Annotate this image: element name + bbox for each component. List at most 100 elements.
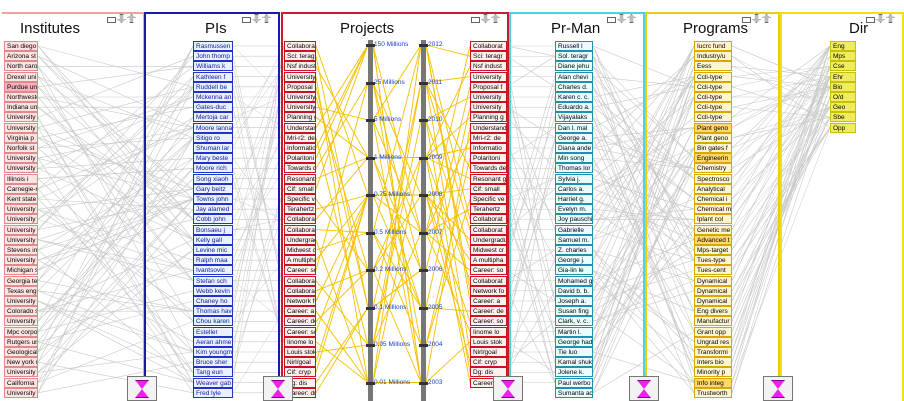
project-right-item[interactable]: University bbox=[470, 102, 507, 113]
institute-item[interactable]: University bbox=[4, 153, 38, 164]
project-item[interactable]: University bbox=[284, 102, 316, 113]
pi-item[interactable]: Chaney ho bbox=[193, 296, 233, 306]
project-right-item[interactable]: University bbox=[470, 71, 507, 82]
institute-item[interactable]: Illinois i bbox=[4, 173, 38, 184]
program-item[interactable]: Manufactur bbox=[694, 316, 732, 327]
project-right-item[interactable]: Understand bbox=[470, 122, 507, 133]
project-item[interactable]: Collaborat bbox=[284, 41, 316, 51]
pi-item[interactable]: Thomas hav bbox=[193, 306, 233, 317]
sort-up-icon[interactable] bbox=[762, 14, 771, 23]
sort-up-icon[interactable] bbox=[627, 14, 636, 23]
institute-item[interactable]: Arizona st bbox=[4, 51, 38, 62]
program-manager-item[interactable]: Alan chevi bbox=[555, 71, 593, 82]
program-manager-item[interactable]: Russell l bbox=[555, 41, 593, 51]
institute-item[interactable]: Drexel uni bbox=[4, 71, 38, 82]
program-item[interactable]: Chemical m bbox=[694, 204, 732, 215]
program-item[interactable]: Iucrc fund bbox=[694, 41, 732, 51]
project-right-item[interactable]: Career: so bbox=[470, 316, 507, 327]
program-manager-item[interactable]: Sylvia j. bbox=[555, 173, 593, 184]
project-item[interactable]: Nirl/goal bbox=[284, 357, 316, 368]
project-right-item[interactable]: Terahertz bbox=[470, 204, 507, 215]
project-right-item[interactable]: Undergradu bbox=[470, 234, 507, 245]
scroller-programs[interactable] bbox=[763, 376, 793, 401]
pi-item[interactable]: Cobb john bbox=[193, 214, 233, 225]
program-item[interactable]: Tues-type bbox=[694, 255, 732, 266]
project-right-item[interactable]: Cif: small bbox=[470, 183, 507, 194]
pi-item[interactable]: Levine mic bbox=[193, 245, 233, 255]
project-item[interactable]: Collaborat bbox=[284, 275, 316, 286]
institute-item[interactable]: Texas engi bbox=[4, 285, 38, 296]
minimize-icon[interactable] bbox=[107, 16, 116, 23]
pi-item[interactable]: Weaver gab bbox=[193, 377, 233, 388]
minimize-icon[interactable] bbox=[866, 16, 875, 23]
program-manager-item[interactable]: George had bbox=[555, 336, 593, 347]
sort-up-icon[interactable] bbox=[886, 14, 895, 23]
pi-item[interactable]: Webb kevin bbox=[193, 285, 233, 296]
project-right-item[interactable]: Career: de bbox=[470, 306, 507, 317]
program-item[interactable]: Ccli-type bbox=[694, 102, 732, 113]
program-manager-item[interactable]: Gia-lin le bbox=[555, 265, 593, 276]
pi-item[interactable]: Mckenna an bbox=[193, 92, 233, 102]
project-right-item[interactable]: Informatio bbox=[470, 143, 507, 153]
project-item[interactable]: Midwest cr bbox=[284, 245, 316, 255]
pi-item[interactable]: Gary beitz bbox=[193, 183, 233, 194]
pi-item[interactable]: Ruddell be bbox=[193, 81, 233, 92]
institute-item[interactable]: Geological bbox=[4, 347, 38, 357]
project-right-item[interactable]: Sci: teragr bbox=[470, 51, 507, 62]
project-item[interactable]: Towards de bbox=[284, 163, 316, 174]
project-right-item[interactable]: Specific ve bbox=[470, 194, 507, 204]
sort-down-icon[interactable] bbox=[752, 14, 761, 23]
pi-item[interactable]: Williams k bbox=[193, 61, 233, 72]
institute-item[interactable]: Virginia p bbox=[4, 132, 38, 143]
program-item[interactable]: Grant opp bbox=[694, 326, 732, 337]
directorate-item[interactable]: O/d bbox=[830, 92, 856, 102]
pi-item[interactable]: Tang eun bbox=[193, 367, 233, 378]
sort-up-icon[interactable] bbox=[127, 14, 136, 23]
project-item[interactable]: University bbox=[284, 92, 316, 102]
program-manager-item[interactable]: Harriet g. bbox=[555, 194, 593, 204]
project-right-item[interactable]: Collaborat bbox=[470, 214, 507, 225]
minimize-icon[interactable] bbox=[607, 16, 616, 23]
institute-item[interactable]: Kent state bbox=[4, 194, 38, 204]
project-right-item[interactable]: A multipha bbox=[470, 255, 507, 266]
program-item[interactable]: Dynamical bbox=[694, 275, 732, 286]
project-right-item[interactable]: Dg: dis bbox=[470, 367, 507, 378]
program-item[interactable]: Mps-target bbox=[694, 245, 732, 255]
program-manager-item[interactable]: George j. bbox=[555, 255, 593, 266]
program-item[interactable]: Spectrosco bbox=[694, 173, 732, 184]
pi-item[interactable]: Moore lanna bbox=[193, 122, 233, 133]
program-item[interactable]: Dynamical bbox=[694, 296, 732, 306]
pi-item[interactable]: Moore rich bbox=[193, 163, 233, 174]
program-manager-item[interactable]: Carlos a. bbox=[555, 183, 593, 194]
pi-item[interactable]: Shuman lar bbox=[193, 143, 233, 153]
project-item[interactable]: Polaritoni bbox=[284, 153, 316, 164]
program-manager-item[interactable]: Sumanta ac bbox=[555, 387, 593, 398]
institute-item[interactable]: University bbox=[4, 224, 38, 235]
institute-item[interactable]: University bbox=[4, 214, 38, 225]
project-item[interactable]: Terahertz bbox=[284, 204, 316, 215]
program-manager-item[interactable]: Samuel m. bbox=[555, 234, 593, 245]
project-right-item[interactable]: Cif: cryp bbox=[470, 357, 507, 368]
institute-item[interactable]: Carnegie-m bbox=[4, 183, 38, 194]
minimize-icon[interactable] bbox=[471, 16, 480, 23]
pi-item[interactable]: Gates-duc bbox=[193, 102, 233, 113]
sort-down-icon[interactable] bbox=[481, 14, 490, 23]
project-right-item[interactable]: Career: so bbox=[470, 265, 507, 276]
project-right-item[interactable]: Nsf indust bbox=[470, 61, 507, 72]
project-item[interactable]: Louis stok bbox=[284, 347, 316, 357]
program-item[interactable]: Genetic me bbox=[694, 224, 732, 235]
pi-item[interactable]: Chou karen bbox=[193, 316, 233, 327]
program-item[interactable]: Chemical i bbox=[694, 194, 732, 204]
program-manager-item[interactable]: Jolene k. bbox=[555, 367, 593, 378]
program-item[interactable]: Eng divers bbox=[694, 306, 732, 317]
pi-item[interactable]: Bonsaeu j bbox=[193, 224, 233, 235]
project-right-item[interactable]: Proposal f bbox=[470, 81, 507, 92]
project-item[interactable]: Iinome lo bbox=[284, 336, 316, 347]
directorate-item[interactable]: Geo bbox=[830, 102, 856, 113]
institute-item[interactable]: University bbox=[4, 316, 38, 327]
project-right-item[interactable]: Polaritoni bbox=[470, 153, 507, 164]
program-manager-item[interactable]: Diane jehu bbox=[555, 61, 593, 72]
program-item[interactable]: Eess bbox=[694, 61, 732, 72]
program-item[interactable]: Ccli-type bbox=[694, 71, 732, 82]
program-manager-item[interactable]: Martin l. bbox=[555, 326, 593, 337]
